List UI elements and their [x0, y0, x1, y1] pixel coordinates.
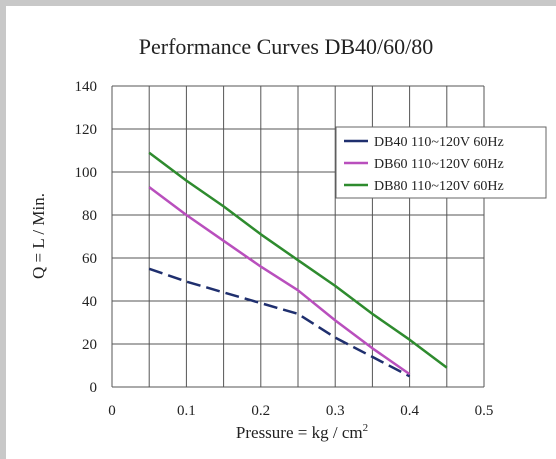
legend-box: [335, 126, 547, 199]
legend-label: DB80 110~120V 60Hz: [374, 179, 504, 194]
y-tick-label: 100: [75, 165, 98, 181]
x-tick-label: 0.3: [326, 403, 345, 419]
chart-title: Performance Curves DB40/60/80: [139, 34, 434, 59]
x-tick-label: 0.5: [475, 403, 494, 419]
x-axis-label-main: Pressure = kg / cm: [236, 423, 363, 442]
x-tick-label: 0: [108, 403, 116, 419]
legend-label: DB40 110~120V 60Hz: [374, 135, 504, 150]
legend-label: DB60 110~120V 60Hz: [374, 157, 504, 172]
x-axis-label-superscript: 2: [363, 422, 369, 434]
series-line-db40: [148, 267, 411, 378]
y-tick-label: 80: [82, 208, 97, 224]
y-tick-label: 120: [75, 122, 98, 138]
y-tick-label: 140: [75, 79, 98, 95]
x-axis-label: Pressure = kg / cm2: [236, 422, 368, 442]
series-line-db80: [148, 151, 448, 369]
series-line-db60: [148, 186, 411, 376]
x-tick-label: 0.4: [400, 403, 419, 419]
y-tick-label: 40: [82, 294, 97, 310]
legend: DB40 110~120V 60Hz DB60 110~120V 60Hz DB80…: [335, 126, 547, 199]
y-tick-label: 0: [90, 380, 98, 396]
tick-labels: 0 0.1 0.2 0.3 0.4 0.5 0 20 40 60 80 100 120 140: [75, 79, 494, 419]
performance-chart: Performance Curves DB40/60/80 0 0.1 0.2 0.3…: [29, 34, 547, 442]
series-lines: [148, 151, 448, 378]
y-tick-label: 60: [82, 251, 97, 267]
y-axis-label: Q = L / Min.: [29, 193, 48, 279]
x-tick-label: 0.1: [177, 403, 196, 419]
y-tick-label: 20: [82, 337, 97, 353]
x-tick-label: 0.2: [251, 403, 270, 419]
